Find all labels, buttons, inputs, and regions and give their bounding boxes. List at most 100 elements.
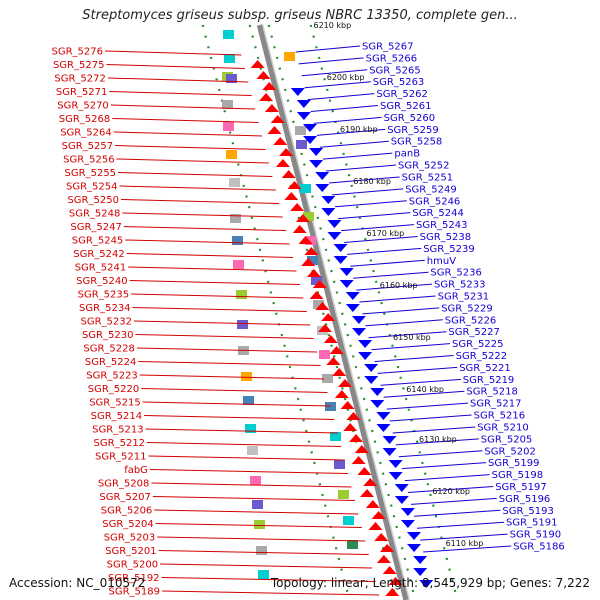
- left-gene-label: fabG: [124, 465, 148, 476]
- gene-block-38: [338, 490, 349, 499]
- left-leader-line: [154, 509, 359, 515]
- right-gene-label: SGR_5196: [499, 494, 551, 505]
- reverse-gene-arrow-19: [351, 316, 366, 324]
- genome-backbone-highlight: [261, 24, 411, 600]
- right-leader-line: [392, 426, 476, 434]
- reverse-gene-arrow-36: [400, 520, 415, 528]
- right-gene-label: SGR_5193: [502, 506, 554, 517]
- right-leader-line: [362, 307, 440, 315]
- forward-gene-arrow-38: [363, 478, 378, 486]
- left-gene-label: SGR_5248: [69, 209, 121, 220]
- left-gene-label: SGR_5211: [95, 452, 147, 463]
- right-leader-line: [404, 474, 490, 482]
- forward-gene-arrow-45: [376, 555, 391, 563]
- left-leader-line: [106, 64, 245, 69]
- reverse-gene-arrow-16: [339, 280, 354, 288]
- right-leader-line: [341, 224, 415, 232]
- left-leader-line: [151, 482, 352, 488]
- right-gene-label: SGR_5197: [495, 482, 547, 493]
- right-gene-label: SGR_5266: [366, 53, 418, 64]
- left-gene-label: SGR_5271: [56, 87, 108, 98]
- left-leader-line: [144, 415, 335, 420]
- gene-block-3: [226, 74, 237, 83]
- left-gene-label: SGR_5224: [85, 357, 137, 368]
- forward-gene-arrow-43: [374, 533, 389, 541]
- left-leader-line: [109, 91, 252, 96]
- reverse-gene-arrow-34: [394, 496, 409, 504]
- label-leader-lines: [104, 45, 512, 596]
- left-leader-line: [133, 320, 311, 326]
- right-leader-line: [413, 509, 501, 517]
- forward-gene-arrow-4: [264, 104, 279, 112]
- reverse-gene-arrow-21: [358, 340, 373, 348]
- right-gene-label: SGR_5244: [412, 208, 464, 219]
- gene-block-39: [343, 516, 354, 525]
- left-gene-label: SGR_5220: [88, 384, 140, 395]
- forward-gene-arrow-22: [315, 302, 330, 310]
- reverse-gene-arrow-23: [364, 364, 379, 372]
- right-leader-line: [380, 378, 461, 386]
- reverse-gene-arrow-35: [400, 508, 415, 516]
- forward-gene-arrow-34: [349, 434, 364, 442]
- gene-block-21: [256, 546, 267, 555]
- left-leader-line: [131, 293, 304, 299]
- position-label: 6110 kbp: [446, 539, 484, 548]
- right-gene-label: SGR_5226: [445, 315, 497, 326]
- right-leader-line: [298, 57, 364, 65]
- forward-gene-arrow-27: [326, 357, 341, 365]
- right-leader-line: [350, 259, 425, 267]
- right-leader-line: [325, 164, 397, 172]
- right-leader-line: [356, 283, 433, 291]
- position-label: 6160 kbp: [380, 281, 418, 290]
- reverse-gene-arrow-25: [370, 388, 385, 396]
- forward-gene-arrow-23: [321, 313, 336, 321]
- right-gene-label: SGR_5217: [470, 399, 522, 410]
- gene-block-14: [241, 372, 252, 381]
- forward-gene-arrow-31: [340, 401, 355, 409]
- position-labels: 6210 kbp 6200 kbp 6190 kbp 6180 kbp 6170 kbp…: [313, 21, 483, 548]
- left-gene-label: SGR_5204: [102, 519, 154, 530]
- gene-block-20: [254, 520, 265, 529]
- left-gene-label: SGR_5275: [53, 60, 105, 71]
- position-label: 6200 kbp: [327, 73, 365, 82]
- right-leader-line: [371, 343, 451, 351]
- left-leader-line: [145, 428, 338, 434]
- right-gene-label: SGR_5239: [423, 244, 475, 255]
- reverse-gene-arrow-11: [327, 220, 342, 228]
- left-leader-line: [142, 401, 331, 407]
- position-label: 6180 kbp: [353, 177, 391, 186]
- left-leader-line: [138, 361, 321, 366]
- reverse-gene-arrow-4: [303, 136, 318, 144]
- forward-gene-arrow-11: [287, 181, 302, 189]
- forward-gene-arrow-35: [354, 445, 369, 453]
- right-leader-line: [328, 176, 400, 184]
- forward-gene-arrow-21: [309, 291, 324, 299]
- reverse-gene-arrow-28: [376, 424, 391, 432]
- left-leader-line: [123, 226, 287, 231]
- forward-gene-arrow-33: [343, 423, 358, 431]
- gene-block-36: [330, 432, 341, 441]
- left-gene-label: SGR_5240: [76, 276, 128, 287]
- right-gene-label: SGR_5219: [463, 375, 515, 386]
- right-gene-label: SGR_5246: [409, 196, 461, 207]
- gene-block-23: [284, 52, 295, 61]
- forward-gene-arrow-12: [284, 192, 299, 200]
- left-gene-label: SGR_5228: [83, 344, 135, 355]
- right-leader-line: [347, 247, 422, 255]
- right-gene-label: SGR_5210: [477, 422, 529, 433]
- left-gene-label: SGR_5235: [78, 290, 130, 301]
- left-leader-line: [132, 307, 307, 312]
- left-gene-label: SGR_5234: [79, 303, 131, 314]
- reverse-gene-arrow-8: [315, 184, 330, 192]
- left-gene-label: SGR_5250: [67, 195, 119, 206]
- right-gene-label: SGR_5260: [384, 113, 436, 124]
- forward-gene-arrow-28: [332, 368, 347, 376]
- forward-gene-arrow-37: [357, 467, 372, 475]
- left-leader-line: [160, 563, 373, 569]
- gene-block-35: [325, 402, 336, 411]
- gene-block-7: [229, 178, 240, 187]
- right-gene-label: SGR_5249: [405, 184, 457, 195]
- left-leader-line: [126, 253, 294, 258]
- forward-gene-arrow-48: [385, 588, 400, 596]
- gene-block-31: [313, 300, 324, 309]
